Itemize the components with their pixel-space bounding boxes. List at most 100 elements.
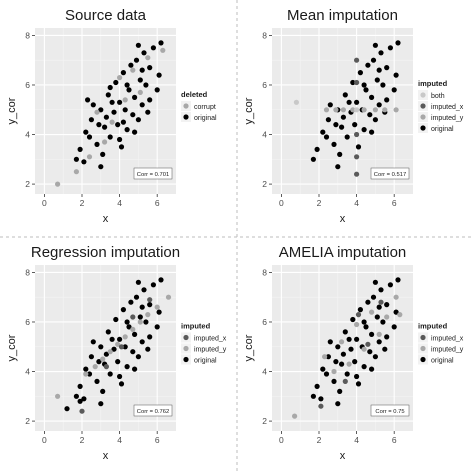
data-point-original <box>118 144 125 150</box>
legend-label-imputed_y: imputed_y <box>431 115 464 122</box>
chart-panel-4: 0 2 4 6 2 4 6 8 AMELIA imputation x y_cor Corr = 0.… <box>243 244 464 462</box>
data-point-imputed_x <box>354 79 360 86</box>
data-point-imputed_y <box>361 346 367 352</box>
corr-annotation-text: Corr = 0.701 <box>137 172 169 178</box>
data-point-original <box>147 97 153 103</box>
data-point-original <box>143 82 149 88</box>
legend-marker-original <box>183 356 189 363</box>
corr-annotation: Corr = 0.75 <box>370 404 410 417</box>
data-point-original <box>139 102 145 108</box>
data-point-original <box>357 307 363 313</box>
data-point-original <box>132 94 138 100</box>
data-point-original <box>352 122 358 128</box>
data-point-imputed_y <box>107 349 113 355</box>
data-point-original <box>340 114 346 120</box>
data-point-original <box>86 371 93 377</box>
y-tick-label: 4 <box>262 130 267 140</box>
data-point-original <box>369 129 375 135</box>
data-point-original <box>335 401 341 407</box>
series-imputed_y <box>292 294 403 419</box>
data-point-original <box>143 319 149 325</box>
data-point-corrupt <box>102 139 108 145</box>
data-point-original <box>376 67 382 73</box>
y-tick-label: 2 <box>262 416 267 426</box>
data-point-original <box>81 396 87 402</box>
series-both <box>293 99 360 113</box>
data-point-original <box>158 277 164 283</box>
data-point-original <box>139 339 145 345</box>
data-point-original <box>107 134 113 140</box>
data-point-imputed_y <box>340 107 346 113</box>
y-tick-label: 4 <box>262 367 267 377</box>
series-imputed_y <box>323 107 399 113</box>
data-point-original <box>376 339 382 345</box>
x-tick-label: 4 <box>354 435 359 445</box>
x-axis-label: x <box>103 213 109 225</box>
y-tick-label: 8 <box>262 267 267 277</box>
y-tick-label: 4 <box>25 130 30 140</box>
data-point-original <box>132 129 138 135</box>
y-tick-label: 6 <box>25 80 30 90</box>
data-point-imputed_y <box>92 364 98 370</box>
data-point-original <box>156 72 162 78</box>
data-point-original <box>323 371 330 377</box>
legend-label-imputed_y: imputed_y <box>431 347 464 354</box>
data-point-original <box>88 354 94 360</box>
series-original <box>73 40 164 170</box>
x-tick-label: 6 <box>392 198 397 208</box>
data-point-imputed_x <box>103 364 109 370</box>
data-point-imputed_y <box>154 304 160 310</box>
data-point-original <box>318 396 324 402</box>
data-point-original <box>117 136 123 143</box>
data-point-original <box>354 336 360 342</box>
corr-annotation-box <box>370 404 410 417</box>
x-tick-label: 2 <box>80 435 85 445</box>
data-point-corrupt <box>130 67 136 73</box>
data-point-original <box>346 336 352 342</box>
y-tick-label: 6 <box>262 317 267 327</box>
data-point-imputed_y <box>354 321 360 328</box>
data-point-imputed_y <box>333 107 339 113</box>
data-point-original <box>376 102 382 108</box>
data-point-original <box>98 401 104 407</box>
y-tick-label: 2 <box>25 179 30 189</box>
data-point-original <box>333 122 339 128</box>
data-point-corrupt <box>137 89 143 95</box>
data-point-original <box>370 57 377 63</box>
data-point-original <box>354 99 360 105</box>
data-point-original <box>135 279 141 285</box>
data-point-original <box>117 336 123 342</box>
data-point-imputed_y <box>393 107 399 113</box>
data-point-original <box>150 45 156 51</box>
corr-annotation-text: Corr = 0.762 <box>137 409 169 415</box>
data-point-original <box>314 146 320 152</box>
x-tick-label: 4 <box>354 198 359 208</box>
legend-label-original: original <box>431 126 454 133</box>
legend: imputed imputed_x imputed_y original <box>181 322 227 365</box>
data-point-original <box>346 99 352 105</box>
data-point-imputed_y <box>350 107 356 113</box>
data-point-original <box>342 92 348 98</box>
data-point-original <box>370 294 377 300</box>
series-original <box>64 277 164 412</box>
data-point-original <box>111 346 117 352</box>
data-point-original <box>94 141 100 147</box>
legend-title: imputed <box>181 322 211 331</box>
data-point-original <box>327 102 333 108</box>
data-point-original <box>395 277 401 283</box>
data-point-imputed_y <box>137 319 143 325</box>
data-point-original <box>323 134 330 140</box>
data-point-corrupt <box>145 55 151 61</box>
y-tick-label: 8 <box>25 267 30 277</box>
data-point-original <box>109 336 115 342</box>
data-point-original <box>120 307 126 313</box>
data-point-original <box>94 378 100 384</box>
data-point-original <box>378 50 384 56</box>
data-point-corrupt <box>109 119 115 125</box>
y-tick-label: 2 <box>25 416 30 426</box>
data-point-corrupt <box>117 75 123 81</box>
panels: 0 2 4 6 2 4 6 8 Source data x y_cor Corr = 0.701 del… <box>6 7 464 462</box>
data-point-imputed_x <box>79 408 85 414</box>
data-point-original <box>118 381 125 387</box>
